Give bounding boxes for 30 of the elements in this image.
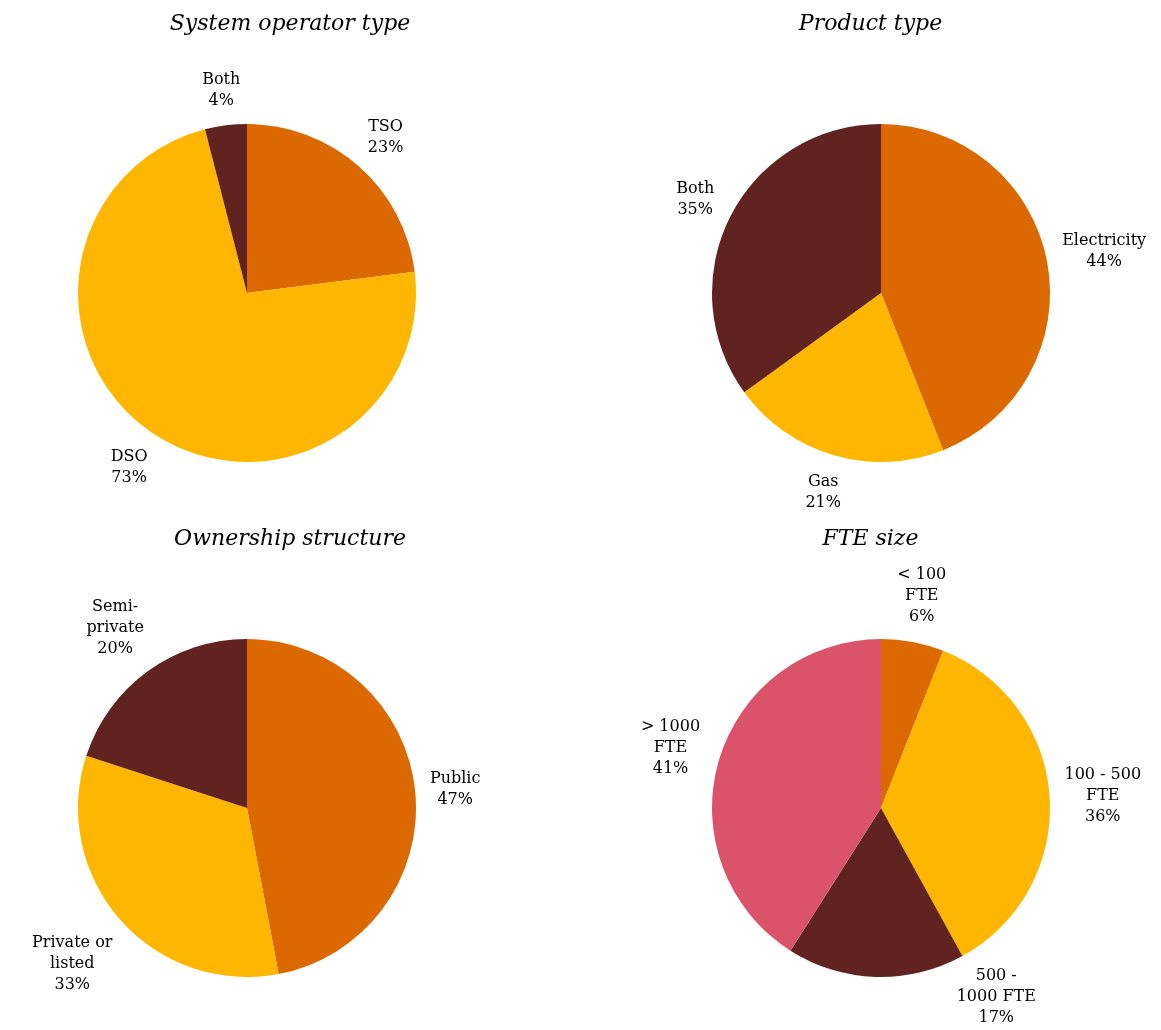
data-label: 35% (677, 199, 713, 219)
data-label: 33% (54, 973, 91, 993)
slice-label: Gas (807, 471, 839, 490)
data-label: 17% (978, 1007, 1015, 1026)
data-label: 47% (437, 789, 473, 809)
data-label: 6% (909, 605, 935, 625)
data-label: 44% (1086, 251, 1122, 271)
chart-title: Ownership structure (174, 524, 406, 550)
slice-label: TSO (368, 115, 403, 135)
slice-label: Public (429, 768, 481, 788)
data-label: 21% (805, 492, 841, 511)
chart-title: Product type (797, 9, 943, 35)
chart-title: System operator type (169, 9, 411, 35)
slice-label: < 100 FTE (897, 563, 947, 604)
slice-label: > 1000 FTE (640, 716, 701, 757)
slice-label: 100 - 500 FTE (1064, 763, 1142, 804)
slice-label: 500 - 1000 FTE (956, 965, 1036, 1005)
slice-label: Private or listed (32, 931, 113, 972)
slice-label: DSO (110, 446, 148, 466)
data-label: 36% (1085, 805, 1121, 825)
data-label: 23% (367, 136, 404, 156)
slice-label: Electricity (1062, 230, 1147, 250)
slice-label: Both (202, 69, 241, 89)
data-label: 4% (208, 90, 234, 110)
slice-label: Semi-private (86, 595, 144, 636)
data-label: 73% (111, 467, 147, 487)
slice-label: Both (676, 178, 715, 198)
data-label: 20% (97, 637, 133, 657)
chart-title: FTE size (821, 524, 919, 550)
data-label: 41% (652, 758, 689, 778)
